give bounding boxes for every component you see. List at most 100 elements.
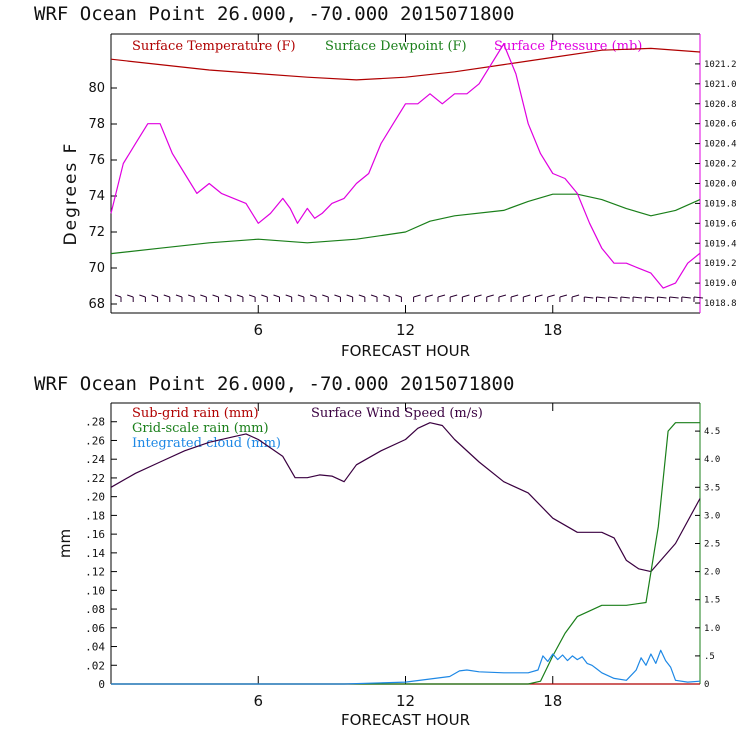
legend-entry: Surface Temperature (F) (132, 39, 296, 54)
y-tick-label: 80 (88, 81, 105, 96)
wind-barbs (114, 294, 704, 302)
wind-barb-flag (584, 296, 594, 299)
y-tick-label: 78 (88, 117, 105, 132)
wind-barb-flag (224, 294, 231, 298)
right-tick-label: 1020.2 (704, 160, 737, 170)
wind-barb-flag (236, 294, 244, 298)
wind-barb-flag (450, 294, 458, 298)
y-tick-label: 70 (88, 261, 105, 276)
y-tick-label: 72 (88, 225, 105, 240)
series-line-surface-dewpoint-f (110, 193, 701, 255)
series-line-grid-scale-rain-mm (111, 422, 700, 685)
wind-barb-flag (571, 294, 580, 298)
x-tick-label: 18 (543, 321, 562, 339)
wind-barb-flag (425, 294, 433, 298)
wind-barb-flag (297, 294, 305, 298)
wind-barb-flag (620, 296, 630, 299)
y-tick-label: 0 (98, 678, 105, 691)
y-tick-label: .04 (85, 641, 105, 654)
x-tick-label: 12 (396, 321, 415, 339)
wind-barb-flag (383, 294, 390, 298)
chart-title: WRF Ocean Point 26.000, -70.000 20150718… (34, 3, 514, 25)
wind-barb-flag (486, 294, 494, 298)
wind-barb-flag (437, 294, 446, 298)
wind-barb-flag (358, 294, 365, 298)
series-line-surface-wind-speed-m-s (110, 422, 701, 573)
right-tick-label: 1021.2 (704, 60, 737, 70)
wind-barb-flag (200, 294, 207, 298)
y-tick-label: .22 (85, 472, 105, 485)
x-tick-label: 6 (253, 692, 263, 710)
right-tick-label: .5 (704, 652, 715, 662)
y-axis-label: mm (56, 529, 74, 558)
y-tick-label: .14 (85, 547, 105, 560)
wind-barb-flag (370, 294, 378, 298)
right-tick-label: 1019.0 (704, 279, 737, 289)
x-axis-label: FORECAST HOUR (341, 342, 470, 360)
wind-barb-flag (285, 294, 292, 298)
right-tick-label: 1020.4 (704, 140, 737, 150)
y-tick-label: .18 (85, 509, 105, 522)
wind-barb-flag (657, 296, 667, 299)
right-tick-label: 1.5 (704, 596, 720, 606)
right-tick-label: 1019.8 (704, 199, 737, 209)
right-tick-label: 1020.8 (704, 100, 737, 110)
wind-barb-flag (163, 294, 170, 298)
wind-barb-flag (346, 294, 353, 298)
wind-barb-flag (334, 294, 341, 298)
y-tick-label: .16 (85, 528, 105, 541)
y-tick-label: .28 (85, 416, 105, 429)
wind-barb-flag (212, 294, 219, 298)
legend-entry: Surface Wind Speed (m/s) (311, 406, 483, 421)
y-tick-label: 76 (88, 153, 105, 168)
right-tick-label: 1019.4 (704, 239, 737, 249)
series-line-integrated-cloud-mm (111, 649, 701, 685)
y-tick-label: .02 (85, 659, 105, 672)
wind-barb-flag (114, 294, 122, 298)
wind-barb-flag (273, 294, 280, 298)
y-tick-label: 74 (88, 189, 105, 204)
wind-barb-flag (462, 294, 470, 298)
y-tick-label: .06 (85, 622, 105, 635)
wind-barb-flag (608, 296, 618, 299)
right-tick-label: 3.5 (704, 483, 720, 493)
wind-barb-flag (596, 296, 606, 299)
right-tick-label: 3.0 (704, 511, 720, 521)
y-tick-label: .10 (85, 584, 105, 597)
legend-entry: Sub-grid rain (mm) (132, 406, 259, 421)
y-tick-label: .24 (85, 453, 105, 466)
wind-barb-flag (547, 294, 555, 298)
wind-barb-flag (127, 294, 134, 298)
wind-barb-flag (510, 294, 519, 298)
y-tick-label: 68 (88, 297, 105, 312)
wind-barb-flag (175, 294, 183, 298)
wind-barb-flag (523, 294, 531, 298)
wind-barb-flag (322, 294, 329, 298)
wind-barb-flag (187, 294, 195, 298)
wind-barb-flag (139, 294, 146, 298)
right-tick-label: 4.5 (704, 427, 720, 437)
wind-barb-flag (248, 294, 256, 298)
wind-barb-flag (395, 294, 402, 298)
wind-barb-flag (309, 294, 317, 298)
right-tick-label: 2.0 (704, 568, 720, 578)
right-tick-label: 1019.6 (704, 219, 737, 229)
wind-barb-flag (498, 294, 507, 298)
y-tick-label: .08 (85, 603, 105, 616)
wind-barb-flag (151, 294, 158, 298)
y-axis-label: Degrees F (61, 142, 81, 246)
right-tick-label: 4.0 (704, 455, 720, 465)
chart-title: WRF Ocean Point 26.000, -70.000 20150718… (34, 373, 514, 395)
wind-barb-flag (645, 296, 655, 299)
wind-barb-flag (261, 294, 268, 298)
right-tick-label: 1018.8 (704, 299, 737, 309)
right-tick-label: 1.0 (704, 624, 720, 634)
series-line-surface-temperature-f (110, 47, 701, 81)
x-tick-label: 12 (396, 692, 415, 710)
wind-barb-flag (559, 294, 568, 298)
right-tick-label: 1021.0 (704, 80, 737, 90)
right-tick-label: 1019.2 (704, 259, 737, 269)
series-line-surface-pressure-mb (110, 43, 701, 289)
right-tick-label: 0 (704, 680, 709, 690)
